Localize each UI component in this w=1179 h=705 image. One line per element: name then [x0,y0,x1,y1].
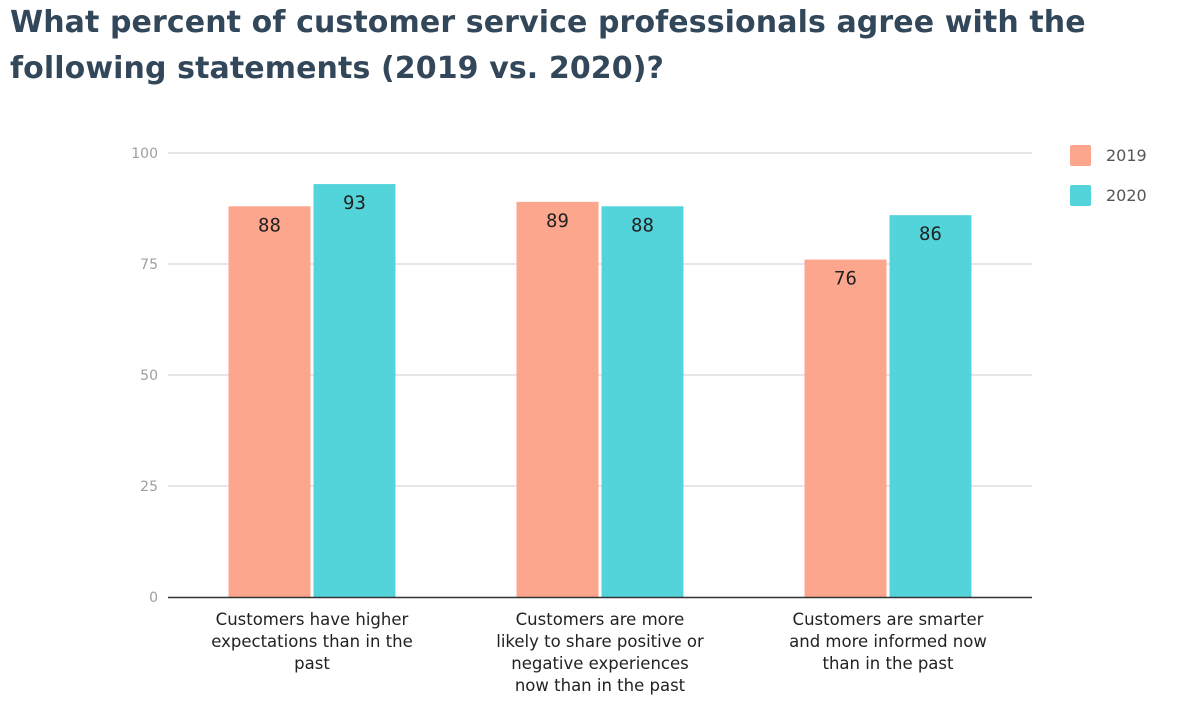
legend[interactable]: 2019 2020 [1070,145,1147,206]
bar-2019 [516,201,599,597]
bar-2019 [228,206,311,597]
x-tick-label: Customers have higher [216,610,409,629]
x-tick-label: likely to share positive or [496,632,704,651]
x-tick-label: negative experiences [511,654,688,673]
legend-label-2020: 2020 [1106,186,1147,205]
y-tick-label: 0 [149,590,158,606]
category-labels: Customers have higher expectations than i… [211,610,987,695]
y-tick-label: 100 [131,146,158,162]
chart-title: What percent of customer service profess… [10,5,1086,86]
y-tick-label: 50 [140,368,158,384]
x-tick-label: Customers are more [516,610,685,629]
data-label-2019: 89 [546,210,569,232]
x-tick-label: now than in the past [515,676,686,695]
bar-2020 [889,215,972,597]
x-tick-label: than in the past [822,654,954,673]
data-label-2020: 88 [631,214,654,236]
x-tick-label: and more informed now [789,632,987,651]
data-label-2019: 76 [834,268,857,290]
data-labels: 88 93 89 88 76 86 [258,192,942,289]
legend-label-2019: 2019 [1106,146,1147,165]
bar-2019 [804,259,887,597]
legend-swatch-2019 [1070,145,1091,166]
legend-swatch-2020 [1070,185,1091,206]
data-label-2020: 93 [343,192,366,214]
bar-2020 [313,184,396,597]
bar-2020 [601,206,684,597]
y-tick-label: 25 [140,479,158,495]
bars [228,184,972,597]
x-tick-label: Customers are smarter [793,610,984,629]
gridlines: 0 25 50 75 100 [131,146,1032,606]
y-tick-label: 75 [140,257,158,273]
x-tick-label: past [294,654,330,673]
x-tick-label: expectations than in the [211,632,412,651]
data-label-2019: 88 [258,214,281,236]
data-label-2020: 86 [919,223,942,245]
